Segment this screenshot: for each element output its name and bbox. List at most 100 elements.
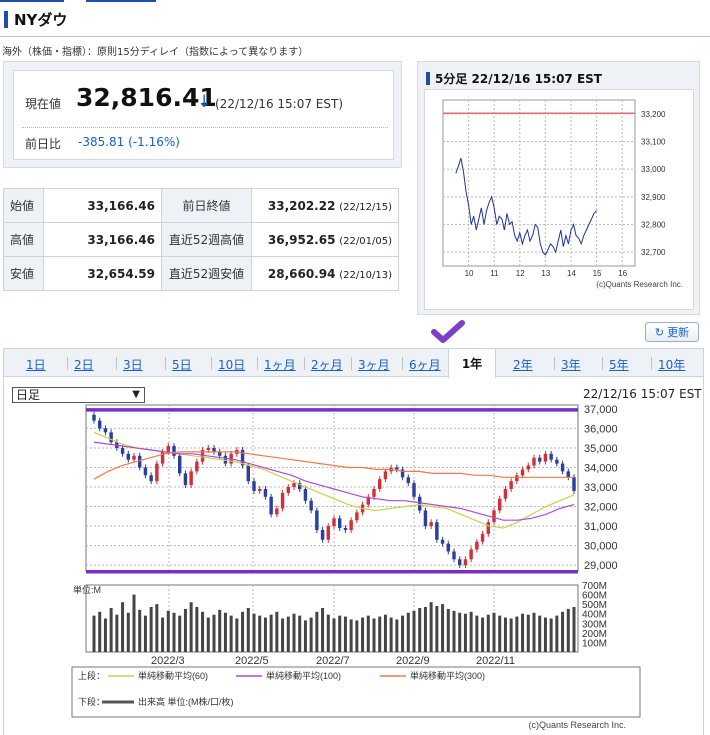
candle-body <box>475 541 479 550</box>
tab-separator <box>165 357 166 370</box>
tab-3[interactable]: 3日 <box>123 358 143 372</box>
title-accent-bar <box>4 11 8 28</box>
candle-body <box>435 522 439 540</box>
tab-6[interactable]: 1ヶ月 <box>264 358 296 372</box>
candle-body <box>212 447 216 452</box>
52w-low-value: 28,660.94 <box>267 266 336 281</box>
price-panel: 現在値 32,816.41 ↓ (22/12/16 15:07 EST) 前日比… <box>3 61 402 168</box>
candle-body <box>178 455 182 474</box>
volume-bar <box>195 607 199 652</box>
candle-body <box>372 488 376 497</box>
tab-separator <box>211 357 212 370</box>
volume-bar <box>286 616 290 652</box>
candle-body <box>246 465 250 482</box>
tab-1[interactable]: 1日 <box>26 358 46 372</box>
volume-bar <box>143 615 147 652</box>
price-card: 現在値 32,816.41 ↓ (22/12/16 15:07 EST) 前日比… <box>13 70 394 160</box>
low-label: 安値 <box>3 256 44 291</box>
tab-11[interactable]: 2年 <box>513 358 533 372</box>
period-select[interactable]: 日足 ▼ <box>12 387 145 403</box>
tab-separator <box>257 357 258 370</box>
volume-bar <box>189 602 193 652</box>
volume-bar <box>486 614 490 652</box>
candle-body <box>440 539 445 544</box>
candle-body <box>515 475 519 482</box>
candle-body <box>155 463 159 482</box>
volume-bar <box>155 604 159 652</box>
candle-body <box>132 455 136 460</box>
volume-bar <box>315 611 319 652</box>
candle-body <box>286 487 290 493</box>
intraday-chart-title: 5分足 22/12/16 15:07 EST <box>435 72 602 86</box>
candle-body <box>526 465 530 470</box>
volume-bar <box>412 610 416 652</box>
table-row: 始値 33,166.46 前日終値 33,202.22 (22/12/15) <box>3 188 399 223</box>
volume-bar <box>326 614 330 652</box>
volume-bar <box>475 615 479 652</box>
tab-separator <box>67 357 68 370</box>
volume-bar <box>526 614 530 652</box>
daily-chart-svg: 37,000 36,000 35,000 34,000 33,000 32,000 31,0… <box>71 404 641 730</box>
candle-body <box>149 475 153 482</box>
tab-9[interactable]: 6ヶ月 <box>409 358 441 372</box>
legend-lower-label: 下段： <box>78 696 105 707</box>
tab-12[interactable]: 3年 <box>561 358 581 372</box>
candle-body <box>292 483 296 488</box>
candle-body <box>258 488 262 491</box>
candle-body <box>98 420 102 429</box>
current-price-label: 現在値 <box>25 97 62 111</box>
tab-13[interactable]: 5年 <box>609 358 629 372</box>
daily-y-tick-label: 30,000 <box>584 541 618 553</box>
tab-2[interactable]: 2日 <box>74 358 94 372</box>
tab-14[interactable]: 10年 <box>658 358 686 372</box>
moving-average-line-2 <box>93 441 575 521</box>
moving-average-line-3 <box>93 451 574 480</box>
volume-bar <box>349 619 353 652</box>
period-select-value: 日足 <box>16 388 41 402</box>
52w-low-cell: 28,660.94 (22/10/13) <box>251 256 399 291</box>
table-row: 高値 33,166.46 直近52週高値 36,952.65 (22/01/05… <box>3 222 399 257</box>
volume-bar <box>298 615 302 652</box>
volume-bar <box>435 606 439 652</box>
intraday-accent-bar <box>426 72 430 85</box>
volume-bar <box>275 611 279 652</box>
volume-y-tick-label: 100M <box>582 638 607 649</box>
tab-separator <box>351 357 352 370</box>
daily-x-tick-label: 2022/7 <box>316 655 350 667</box>
volume-bar <box>543 617 547 652</box>
tab-5[interactable]: 10日 <box>218 358 246 372</box>
tab-7[interactable]: 2ヶ月 <box>311 358 343 372</box>
change-label: 前日比 <box>25 137 62 151</box>
daily-y-tick-label: 37,000 <box>584 404 618 416</box>
volume-unit-label: 単位:M <box>73 584 101 595</box>
52w-high-value: 36,952.65 <box>267 232 336 247</box>
tab-10[interactable]: 1年 <box>448 349 496 378</box>
down-arrow-icon: ↓ <box>197 92 212 112</box>
candle-body <box>378 479 382 489</box>
candle-body <box>195 461 199 472</box>
daily-y-tick-label: 29,000 <box>584 560 618 572</box>
volume-bar <box>281 618 285 652</box>
candle-body <box>109 432 113 443</box>
candle-body <box>395 467 399 470</box>
refresh-label: 更新 <box>667 326 690 339</box>
volume-bar <box>321 607 325 652</box>
price-divider <box>22 127 388 128</box>
intraday-x-tick-label: 15 <box>593 269 602 278</box>
candle-body <box>452 551 456 560</box>
refresh-button[interactable]: ↻ 更新 <box>645 322 699 342</box>
volume-bar <box>241 611 245 652</box>
candle-body <box>326 526 330 540</box>
daily-x-tick-label: 2022/11 <box>476 655 515 667</box>
tab-8[interactable]: 3ヶ月 <box>358 358 390 372</box>
tab-4[interactable]: 5日 <box>172 358 192 372</box>
volume-bar <box>332 618 336 652</box>
candle-body <box>298 483 302 489</box>
candle-body <box>303 488 308 501</box>
title-divider <box>0 36 710 37</box>
volume-bar <box>206 617 210 652</box>
daily-y-tick-label: 36,000 <box>584 423 618 435</box>
candle-body <box>320 529 325 540</box>
candle-body <box>463 559 468 566</box>
legend-series-label: 単純移動平均(100) <box>266 670 341 681</box>
